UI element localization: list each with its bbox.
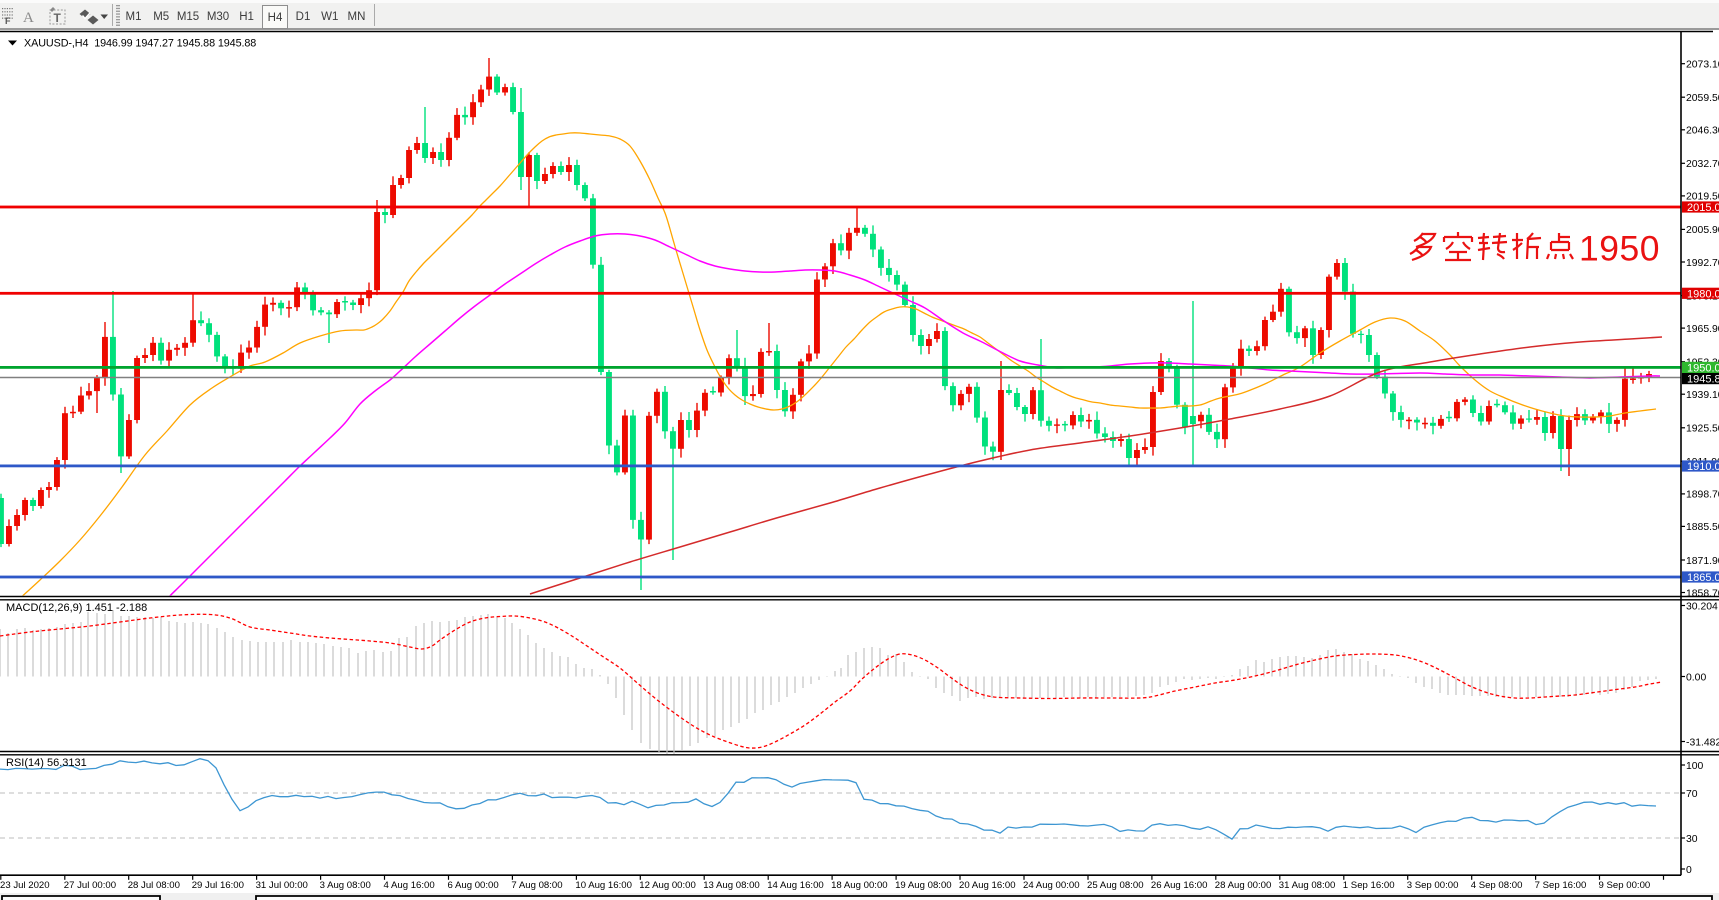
svg-text:28 Aug 00:00: 28 Aug 00:00 [1215, 880, 1272, 891]
svg-text:2073.10: 2073.10 [1686, 60, 1719, 71]
svg-text:0.00: 0.00 [1686, 672, 1706, 683]
svg-text:2005.90: 2005.90 [1686, 225, 1719, 236]
svg-text:1898.70: 1898.70 [1686, 490, 1719, 501]
svg-text:26 Aug 16:00: 26 Aug 16:00 [1151, 880, 1208, 891]
svg-text:MACD(12,26,9) 1.451 -2.188: MACD(12,26,9) 1.451 -2.188 [6, 602, 147, 614]
svg-text:100: 100 [1686, 761, 1704, 772]
svg-text:1965.90: 1965.90 [1686, 324, 1719, 335]
svg-text:XAUUSD-,H4 1946.99 1947.27 19: XAUUSD-,H4 1946.99 1947.27 1945.88 1945.… [24, 38, 256, 50]
svg-text:1865.00: 1865.00 [1687, 572, 1719, 584]
svg-text:23 Jul 2020: 23 Jul 2020 [0, 880, 50, 891]
svg-text:A: A [23, 10, 34, 26]
svg-text:25 Aug 08:00: 25 Aug 08:00 [1087, 880, 1144, 891]
svg-text:13 Aug 08:00: 13 Aug 08:00 [703, 880, 760, 891]
svg-text:T: T [54, 11, 62, 25]
svg-text:1950: 1950 [1579, 229, 1660, 269]
svg-text:70: 70 [1686, 789, 1698, 800]
svg-text:1 Sep 16:00: 1 Sep 16:00 [1343, 880, 1395, 891]
svg-text:1858.70: 1858.70 [1686, 588, 1719, 599]
svg-text:1950.00: 1950.00 [1687, 362, 1719, 374]
svg-text:2019.50: 2019.50 [1686, 192, 1719, 203]
svg-text:29 Jul 16:00: 29 Jul 16:00 [192, 880, 244, 891]
svg-text:7 Aug 08:00: 7 Aug 08:00 [511, 880, 562, 891]
svg-text:1885.50: 1885.50 [1686, 522, 1719, 533]
svg-text:20 Aug 16:00: 20 Aug 16:00 [959, 880, 1016, 891]
svg-text:1871.90: 1871.90 [1686, 556, 1719, 567]
svg-text:4 Aug 16:00: 4 Aug 16:00 [384, 880, 435, 891]
svg-text:28 Jul 08:00: 28 Jul 08:00 [128, 880, 180, 891]
svg-text:1939.10: 1939.10 [1686, 390, 1719, 401]
svg-text:1925.50: 1925.50 [1686, 424, 1719, 435]
svg-text:-31.482: -31.482 [1686, 737, 1719, 748]
svg-text:1910.00: 1910.00 [1687, 461, 1719, 473]
svg-text:1980.00: 1980.00 [1687, 288, 1719, 300]
svg-text:9 Sep 00:00: 9 Sep 00:00 [1599, 880, 1651, 891]
svg-text:18 Aug 00:00: 18 Aug 00:00 [831, 880, 888, 891]
svg-text:6 Aug 00:00: 6 Aug 00:00 [448, 880, 499, 891]
svg-text:2046.30: 2046.30 [1686, 126, 1719, 137]
svg-text:7 Sep 16:00: 7 Sep 16:00 [1535, 880, 1587, 891]
svg-text:31 Jul 00:00: 31 Jul 00:00 [256, 880, 308, 891]
svg-text:30.204: 30.204 [1686, 601, 1718, 612]
svg-text:2032.70: 2032.70 [1686, 159, 1719, 170]
svg-text:12 Aug 00:00: 12 Aug 00:00 [639, 880, 696, 891]
svg-text:31 Aug 08:00: 31 Aug 08:00 [1279, 880, 1336, 891]
svg-text:10 Aug 16:00: 10 Aug 16:00 [575, 880, 632, 891]
svg-text:30: 30 [1686, 834, 1698, 845]
svg-text:19 Aug 08:00: 19 Aug 08:00 [895, 880, 952, 891]
svg-text:3 Aug 08:00: 3 Aug 08:00 [320, 880, 371, 891]
svg-text:F: F [5, 16, 11, 26]
svg-text:1992.70: 1992.70 [1686, 258, 1719, 269]
svg-text:0: 0 [1686, 865, 1692, 876]
svg-text:4 Sep 08:00: 4 Sep 08:00 [1471, 880, 1523, 891]
svg-text:1945.88: 1945.88 [1687, 374, 1719, 386]
svg-text:RSI(14) 56.3131: RSI(14) 56.3131 [6, 757, 87, 769]
svg-text:27 Jul 00:00: 27 Jul 00:00 [64, 880, 116, 891]
svg-text:2059.50: 2059.50 [1686, 93, 1719, 104]
svg-text:3 Sep 00:00: 3 Sep 00:00 [1407, 880, 1459, 891]
svg-text:2015.00: 2015.00 [1687, 202, 1719, 214]
svg-text:24 Aug 00:00: 24 Aug 00:00 [1023, 880, 1080, 891]
svg-text:14 Aug 16:00: 14 Aug 16:00 [767, 880, 824, 891]
